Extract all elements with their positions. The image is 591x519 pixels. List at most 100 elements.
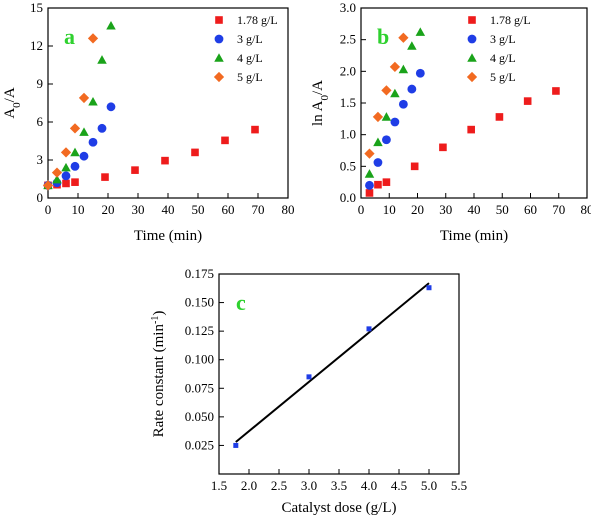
y-tick-label: 0.025 [185,437,214,452]
y-tick-label: 2.5 [340,32,356,47]
x-tick-label: 30 [132,202,145,217]
legend-marker [467,53,477,62]
panel-b-legend: 1.78 g/L 3 g/L 4 g/L 5 g/L [466,13,531,84]
y-tick-label: 0.075 [185,380,214,395]
y-tick-label: 0.5 [340,158,356,173]
x-tick-label: 20 [411,202,424,217]
data-point-a-s2 [52,174,62,184]
y-tick-label: 2.0 [340,63,356,78]
panel-a-ticks: 0 10 20 30 40 50 60 70 80 0 3 6 9 12 15 [30,0,295,217]
panel-c-letter: c [236,290,246,315]
data-point-a-s1 [97,123,107,133]
x-tick-label: 20 [102,202,115,217]
data-point-b-s1 [373,158,383,167]
panel-c-frame [218,273,460,475]
legend-label: 1.78 g/L [490,13,531,27]
y-tick-label: 6 [37,114,44,129]
panel-c-xlabel: Catalyst dose (g/L) [282,500,397,516]
y-tick-label: 3 [37,152,44,167]
y-tick-label: 0.100 [185,352,214,367]
data-point-b-s0 [495,113,504,121]
legend-marker [466,71,478,83]
data-point-a-s0 [62,179,70,188]
data-point-c-s0 [426,285,432,291]
y-tick-label: 0.125 [185,323,214,338]
panel-b-letter: b [377,24,389,49]
legend-label: 5 g/L [490,70,516,84]
data-point-b-s3 [364,148,375,159]
x-tick-label: 60 [222,202,235,217]
y-tick-label: 15 [30,0,43,15]
data-point-b-s2 [390,88,400,98]
data-point-b-s0 [439,143,447,152]
y-tick-label: 0.050 [185,409,214,424]
y-tick-label: 9 [37,76,44,91]
data-point-a-s0 [251,125,259,134]
data-point-b-s2 [407,41,417,50]
data-point-a-s0 [131,166,139,174]
legend-label: 1.78 g/L [237,13,278,27]
data-point-a-s0 [161,156,169,165]
panel-a-marks [42,20,259,191]
legend-marker [467,34,477,44]
data-point-b-s1 [407,84,417,94]
x-tick-label: 70 [252,202,265,217]
panel-a-legend: 1.78 g/L 3 g/L 4 g/L 5 g/L [213,13,278,84]
data-point-b-s3 [398,32,409,43]
x-tick-label: 4.0 [361,478,377,493]
data-point-b-s2 [373,137,383,147]
data-point-b-s0 [365,189,374,197]
data-point-a-s2 [97,55,107,64]
data-point-b-s1 [398,99,408,109]
data-point-a-s3 [69,123,81,134]
data-point-b-s0 [410,162,419,171]
data-point-a-s3 [60,147,72,158]
legend-label: 3 g/L [490,32,516,46]
x-tick-label: 80 [581,202,591,217]
data-point-b-s3 [372,111,384,123]
panel-c-ylabel: Rate constant (min-1) [150,311,168,438]
data-point-a-s2 [106,20,116,30]
x-tick-label: 5.5 [451,478,467,493]
data-point-a-s1 [79,151,89,161]
y-tick-label: 1.5 [340,95,356,110]
data-point-c-s0 [233,442,239,448]
data-point-a-s1 [88,137,98,147]
data-point-c-s0 [366,326,372,332]
data-point-b-s1 [390,117,400,127]
data-point-a-s1 [70,161,80,171]
data-point-a-s1 [61,171,71,181]
legend-marker [215,16,223,24]
x-tick-label: 4.5 [391,478,407,493]
x-tick-label: 3.0 [301,478,317,493]
data-point-a-s3 [51,167,63,178]
y-tick-label: 1.0 [340,127,356,142]
data-point-b-s0 [374,180,382,189]
x-tick-label: 2.5 [271,478,287,493]
legend-label: 5 g/L [237,70,263,84]
data-point-a-s2 [79,127,89,136]
x-tick-label: 10 [383,202,396,217]
data-point-a-s3 [87,33,99,44]
x-tick-label: 60 [524,202,537,217]
data-point-a-s0 [191,148,199,157]
data-point-a-s0 [221,136,229,145]
data-point-a-s2 [88,96,98,106]
x-tick-label: 50 [192,202,205,217]
panel-b-ticks: 0 10 20 30 40 50 60 70 80 0.0 0.5 1.0 1.5 2.0 2.5 3.0 [340,0,591,217]
data-point-a-s3 [42,180,54,191]
data-point-a-s1 [106,102,116,112]
y-tick-label: 3.0 [340,0,356,15]
panel-a-xlabel: Time (min) [134,228,202,244]
data-point-b-s2 [398,64,409,74]
panel-c-ticks: 1.5 2.0 2.5 3.0 3.5 4.0 4.5 5.0 5.5 0.025 0.050 0.0… [185,266,467,493]
legend-marker [214,34,224,44]
x-tick-label: 10 [72,202,85,217]
x-tick-label: 50 [496,202,509,217]
panel-b-xlabel: Time (min) [440,228,508,244]
panel-c-fit [235,282,430,443]
data-point-b-s1 [365,180,374,190]
data-point-b-s0 [382,178,391,186]
x-tick-label: 40 [162,202,175,217]
